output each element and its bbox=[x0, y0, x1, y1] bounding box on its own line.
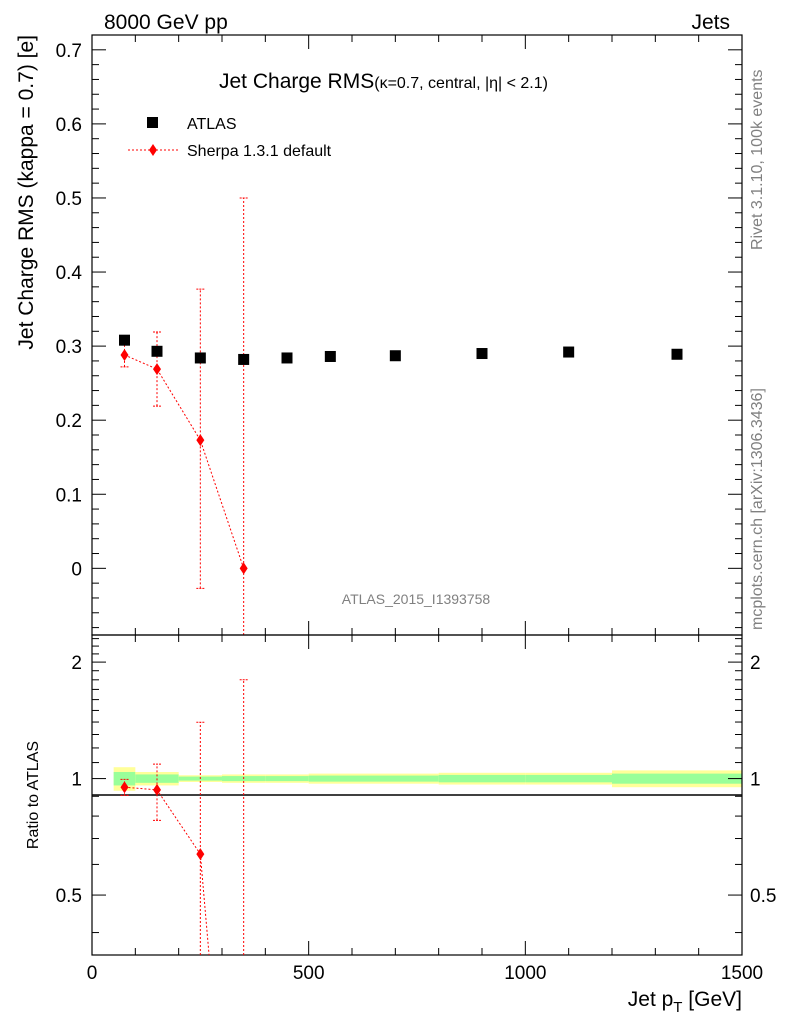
band-green-segment bbox=[113, 771, 136, 786]
atlas-point bbox=[671, 348, 683, 360]
analysis-tag: ATLAS_2015_I1393758 bbox=[342, 591, 491, 607]
atlas-point bbox=[119, 334, 130, 346]
band-green-segment bbox=[612, 773, 742, 784]
ratio-y-tick-label-right: 2 bbox=[750, 653, 761, 674]
x-tick-label: 1000 bbox=[504, 963, 546, 984]
legend: ATLAS Sherpa 1.3.1 default bbox=[128, 116, 332, 160]
main-y-tick-label: 0 bbox=[71, 559, 82, 580]
main-y-tick-label: 0.1 bbox=[56, 485, 82, 506]
main-x-ticks bbox=[91, 35, 743, 635]
ratio-sherpa-line bbox=[199, 854, 210, 956]
main-y-tick-label: 0.6 bbox=[56, 115, 82, 136]
main-y-tick-label: 0.7 bbox=[56, 41, 82, 62]
atlas-point bbox=[476, 348, 488, 360]
reference-band bbox=[113, 767, 742, 791]
atlas-point bbox=[389, 350, 401, 362]
header-right: Jets bbox=[691, 11, 730, 34]
main-data bbox=[119, 197, 683, 635]
x-tick-label: 500 bbox=[293, 963, 325, 984]
band-green-segment bbox=[308, 775, 352, 782]
main-title: Jet Charge RMS(κ=0.7, central, |η| < 2.1… bbox=[219, 70, 548, 93]
band-green-segment bbox=[438, 774, 526, 783]
x-tick-label: 0 bbox=[87, 963, 98, 984]
main-y-tick-label: 0.5 bbox=[56, 189, 82, 210]
ratio-y-tick-label: 1 bbox=[71, 770, 82, 791]
legend-sherpa-label: Sherpa 1.3.1 default bbox=[187, 143, 332, 160]
x-axis-label-unit: [GeV] bbox=[682, 988, 742, 1011]
ratio-y-tick-label: 0.5 bbox=[56, 886, 82, 907]
ratio-sherpa-point bbox=[196, 848, 205, 861]
sherpa-point bbox=[239, 562, 248, 575]
atlas-point bbox=[563, 346, 575, 358]
atlas-point bbox=[324, 350, 336, 362]
ratio-x-ticks: 0 500 1000 1500 bbox=[87, 635, 763, 984]
main-panel: 0 0.1 0.2 0.3 0.4 0.5 0.6 0.7 Jet Charge RMS(κ=… bbox=[15, 34, 743, 636]
ratio-sherpa-line bbox=[124, 786, 158, 791]
legend-atlas-label: ATLAS bbox=[187, 116, 237, 133]
x-axis-label: Jet pT [GeV] bbox=[628, 988, 742, 1016]
rivet-label: Rivet 3.1.10, 100k events bbox=[749, 69, 766, 250]
main-subtitle: (κ=0.7, central, |η| < 2.1) bbox=[374, 75, 548, 92]
sherpa-point bbox=[120, 349, 129, 361]
main-y-ticks: 0 0.1 0.2 0.3 0.4 0.5 0.6 0.7 bbox=[56, 34, 742, 629]
ratio-y-label: Ratio to ATLAS bbox=[25, 741, 42, 849]
band-green-segment bbox=[525, 774, 612, 783]
ratio-panel: 0.5 0.5 1 1 2 2 0 500 1000 1500 Ratio to ATLAS J… bbox=[25, 634, 776, 1016]
ratio-sherpa-line bbox=[156, 789, 201, 855]
ratio-data bbox=[120, 679, 248, 956]
main-title-text: Jet Charge RMS bbox=[219, 70, 374, 93]
sherpa-line bbox=[124, 354, 245, 569]
atlas-point bbox=[151, 345, 163, 357]
main-y-tick-label: 0.4 bbox=[56, 263, 83, 284]
mcplots-label: mcplots.cern.ch [arXiv:1306.3436] bbox=[749, 388, 766, 630]
atlas-point bbox=[194, 352, 206, 364]
atlas-point bbox=[281, 352, 293, 364]
ratio-y-ticks: 0.5 0.5 1 1 2 2 bbox=[56, 638, 776, 934]
main-y-tick-label: 0.3 bbox=[56, 337, 82, 358]
ratio-y-tick-label: 2 bbox=[71, 653, 82, 674]
atlas-point bbox=[238, 353, 250, 365]
band-green-segment bbox=[265, 776, 309, 782]
legend-atlas-marker bbox=[147, 117, 158, 128]
ratio-sherpa-point bbox=[153, 783, 161, 796]
x-axis-label-text: Jet p bbox=[628, 988, 674, 1011]
main-y-label: Jet Charge RMS (kappa = 0.7) [e] bbox=[15, 35, 38, 350]
ratio-y-tick-label-right: 0.5 bbox=[750, 886, 776, 907]
x-tick-label: 1500 bbox=[721, 963, 763, 984]
main-y-tick-label: 0.2 bbox=[56, 411, 82, 432]
band-green-segment bbox=[352, 775, 439, 782]
sherpa-point bbox=[153, 363, 161, 376]
header-left: 8000 GeV pp bbox=[104, 11, 228, 34]
sherpa-point bbox=[196, 434, 205, 447]
x-axis-label-sub: T bbox=[673, 999, 682, 1016]
ratio-sherpa-point bbox=[120, 781, 129, 794]
legend-sherpa-marker bbox=[149, 144, 157, 156]
ratio-y-tick-label-right: 1 bbox=[750, 770, 761, 791]
